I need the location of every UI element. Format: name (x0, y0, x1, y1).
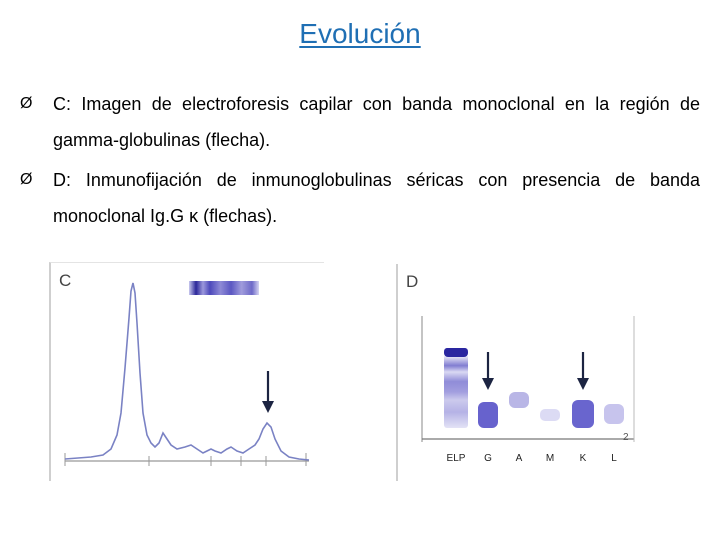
bullet-item-d: Ø D: Inmunofijación de inmunoglobulinas … (20, 162, 700, 234)
bullet-text-d: D: Inmunofijación de inmunoglobulinas sé… (53, 170, 700, 226)
axis-ticks (64, 453, 307, 466)
lane-a-band (509, 392, 529, 408)
lane-label-k: K (580, 453, 587, 464)
lane-g-band (478, 402, 498, 428)
lane-label-elp: ELP (447, 453, 466, 464)
bullet-arrow-icon: Ø (20, 171, 33, 188)
lane-l-band (604, 404, 624, 424)
electrophoresis-graphic (64, 281, 310, 466)
lane-elp-bands (444, 348, 468, 428)
lane-label-g: G (484, 453, 492, 464)
igg-band-arrow-icon (482, 352, 494, 390)
electrophoresis-band-strip (189, 281, 259, 295)
lane-label-l: L (611, 453, 617, 464)
lane-m-band (540, 409, 560, 421)
electrophoresis-figure: C (49, 262, 324, 481)
monoclonal-band-arrow-icon (262, 371, 274, 413)
plate-corner-mark: 2 (623, 432, 629, 443)
panel-c-label: C (59, 271, 72, 290)
immunofixation-figure: D 2 (396, 264, 646, 481)
immunofixation-graphic: 2 ELP G A M K L (421, 316, 635, 464)
panel-d-label: D (406, 272, 419, 291)
lane-label-m: M (546, 453, 554, 464)
slide-title: Evolución (299, 18, 421, 49)
lane-label-a: A (516, 453, 523, 464)
protein-trace (64, 282, 310, 461)
bullet-text-c: C: Imagen de electroforesis capilar con … (53, 94, 700, 150)
bullet-arrow-icon: Ø (20, 95, 33, 112)
lane-k-band (572, 400, 594, 428)
lane-elp-albumin-band (444, 348, 468, 357)
bullet-item-c: Ø C: Imagen de electroforesis capilar co… (20, 86, 700, 158)
kappa-band-arrow-icon (577, 352, 589, 390)
